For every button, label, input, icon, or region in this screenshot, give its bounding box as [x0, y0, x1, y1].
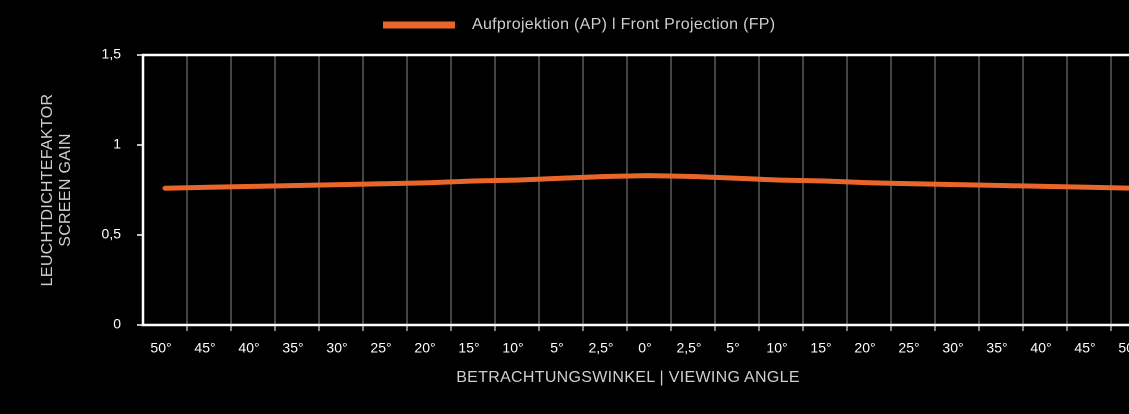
x-tick-label: 40°	[238, 340, 259, 356]
y-axis-title: SCREEN GAIN	[57, 133, 74, 247]
y-tick-label: 0	[113, 316, 121, 332]
x-tick-label: 35°	[986, 340, 1007, 356]
x-axis-title: BETRACHTUNGSWINKEL | VIEWING ANGLE	[456, 369, 800, 386]
x-tick-label: 25°	[370, 340, 391, 356]
x-tick-label: 25°	[898, 340, 919, 356]
x-tick-label: 20°	[414, 340, 435, 356]
x-tick-label: 45°	[194, 340, 215, 356]
x-tick-label: 40°	[1030, 340, 1051, 356]
legend-label: Aufprojektion (AP) l Front Projection (F…	[472, 16, 775, 33]
x-tick-label: 15°	[810, 340, 831, 356]
x-tick-label: 2,5°	[676, 340, 701, 356]
x-tick-label: 30°	[942, 340, 963, 356]
y-tick-label: 0,5	[102, 226, 122, 242]
x-tick-label: 5°	[550, 340, 563, 356]
x-tick-label: 10°	[502, 340, 523, 356]
x-tick-label: 45°	[1074, 340, 1095, 356]
x-tick-label: 30°	[326, 340, 347, 356]
series-line	[162, 173, 1129, 191]
x-tick-label: 2,5°	[588, 340, 613, 356]
x-tick-label: 20°	[854, 340, 875, 356]
y-tick-label: 1	[113, 136, 121, 152]
x-tick-label: 50°	[1118, 340, 1129, 356]
x-tick-label: 35°	[282, 340, 303, 356]
x-tick-label: 10°	[766, 340, 787, 356]
x-tick-label: 50°	[150, 340, 171, 356]
x-tick-label: 15°	[458, 340, 479, 356]
x-tick-label: 5°	[726, 340, 739, 356]
x-tick-label: 0°	[638, 340, 651, 356]
y-axis-title: LEUCHTDICHTEFAKTOR	[39, 94, 56, 287]
plot-frame	[141, 53, 1129, 327]
y-tick-label: 1,5	[102, 46, 122, 62]
